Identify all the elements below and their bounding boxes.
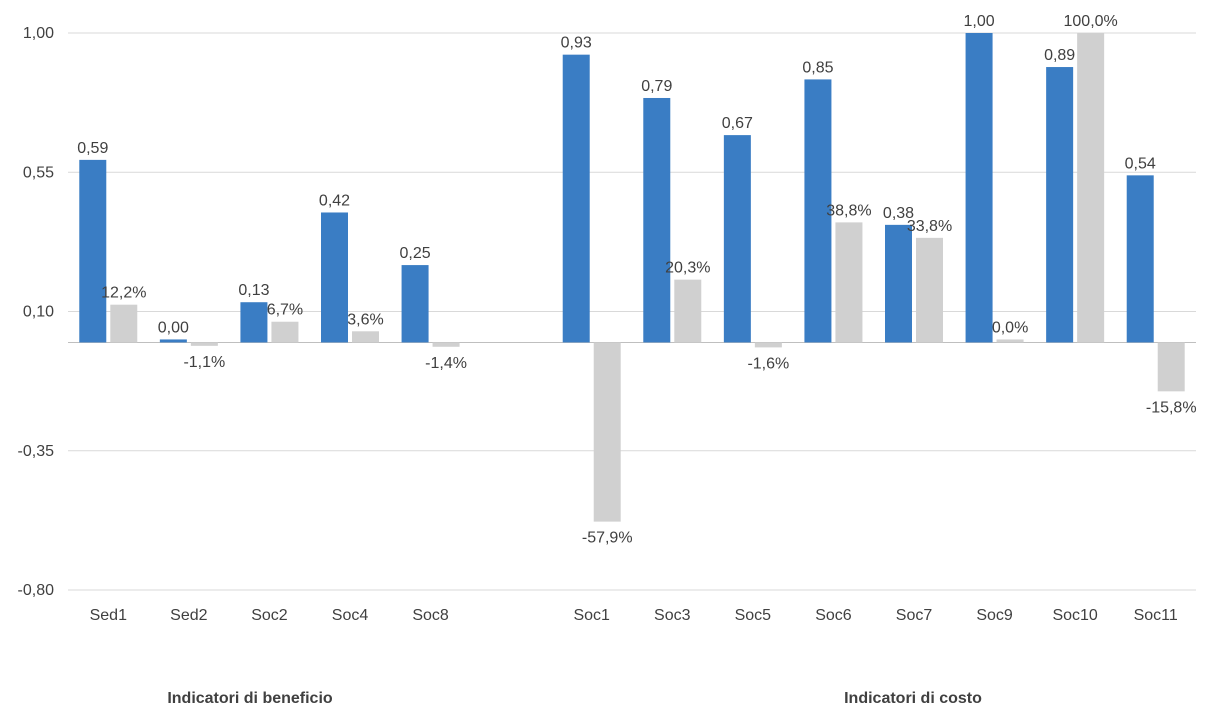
- data-label: -15,8%: [1146, 399, 1197, 416]
- bar: [643, 97, 671, 343]
- y-tick-label: 1,00: [23, 25, 54, 42]
- y-tick-label: -0,80: [18, 582, 55, 599]
- bar: [240, 302, 268, 343]
- data-label: -57,9%: [582, 530, 633, 547]
- data-label: -1,4%: [425, 355, 467, 372]
- bar: [190, 342, 218, 346]
- x-tick-label: Soc8: [412, 607, 449, 624]
- data-label: 0,0%: [992, 319, 1028, 336]
- data-label: 0,59: [77, 140, 108, 157]
- data-label: 6,7%: [267, 302, 303, 319]
- data-label: 0,85: [802, 59, 833, 76]
- data-label: 0,42: [319, 192, 350, 209]
- bar: [352, 331, 379, 343]
- bar: [916, 237, 943, 343]
- x-tick-label: Sed1: [90, 607, 127, 624]
- bar: [885, 224, 912, 343]
- bar: [1077, 33, 1105, 343]
- group-label-costo: Indicatori di costo: [844, 690, 982, 707]
- y-tick-label: 0,55: [23, 164, 54, 181]
- bar: [321, 212, 348, 343]
- bar: [79, 159, 107, 343]
- bar: [401, 265, 429, 343]
- data-label: 0,54: [1125, 155, 1156, 172]
- data-label: 0,93: [561, 35, 592, 52]
- bar: [996, 339, 1024, 343]
- data-label: 0,89: [1044, 47, 1075, 64]
- x-tick-label: Soc9: [976, 607, 1013, 624]
- bar: [835, 222, 863, 343]
- group-label-beneficio: Indicatori di beneficio: [167, 690, 333, 707]
- data-label: 0,79: [641, 78, 672, 95]
- data-label: 100,0%: [1064, 13, 1118, 30]
- bar: [965, 33, 993, 343]
- data-label: 1,00: [964, 13, 995, 30]
- bar: [432, 342, 460, 347]
- data-label: 20,3%: [665, 260, 710, 277]
- bar: [804, 79, 832, 343]
- data-label: -1,1%: [183, 354, 225, 371]
- bar: [271, 321, 299, 343]
- x-tick-label: Soc7: [896, 607, 933, 624]
- bar: [674, 279, 702, 343]
- bar: [723, 135, 751, 343]
- bar: [1046, 67, 1074, 343]
- x-tick-label: Soc1: [573, 607, 610, 624]
- x-tick-label: Soc6: [815, 607, 852, 624]
- x-tick-label: Soc10: [1052, 607, 1097, 624]
- y-tick-label: 0,10: [23, 304, 54, 321]
- x-tick-label: Soc2: [251, 607, 288, 624]
- bar: [1126, 175, 1154, 343]
- data-label: 12,2%: [101, 285, 146, 302]
- bar: [1157, 342, 1185, 392]
- bar: [754, 342, 782, 348]
- data-label: 0,25: [400, 245, 431, 262]
- data-label: 0,13: [238, 282, 269, 299]
- data-label: 0,00: [158, 319, 189, 336]
- y-tick-label: -0,35: [18, 443, 55, 460]
- data-label: 33,8%: [907, 218, 952, 235]
- data-label: 0,38: [883, 205, 914, 222]
- x-tick-label: Soc3: [654, 607, 691, 624]
- data-label: 3,6%: [347, 311, 383, 328]
- data-label: 38,8%: [826, 202, 871, 219]
- x-tick-label: Soc11: [1134, 607, 1178, 624]
- bar: [562, 54, 590, 343]
- x-tick-label: Soc5: [735, 607, 772, 624]
- bar: [159, 339, 187, 343]
- bar: [110, 304, 138, 343]
- x-tick-label: Sed2: [170, 607, 207, 624]
- data-label: -1,6%: [747, 355, 789, 372]
- x-tick-label: Soc4: [332, 607, 369, 624]
- data-label: 0,67: [722, 115, 753, 132]
- bar: [593, 342, 621, 522]
